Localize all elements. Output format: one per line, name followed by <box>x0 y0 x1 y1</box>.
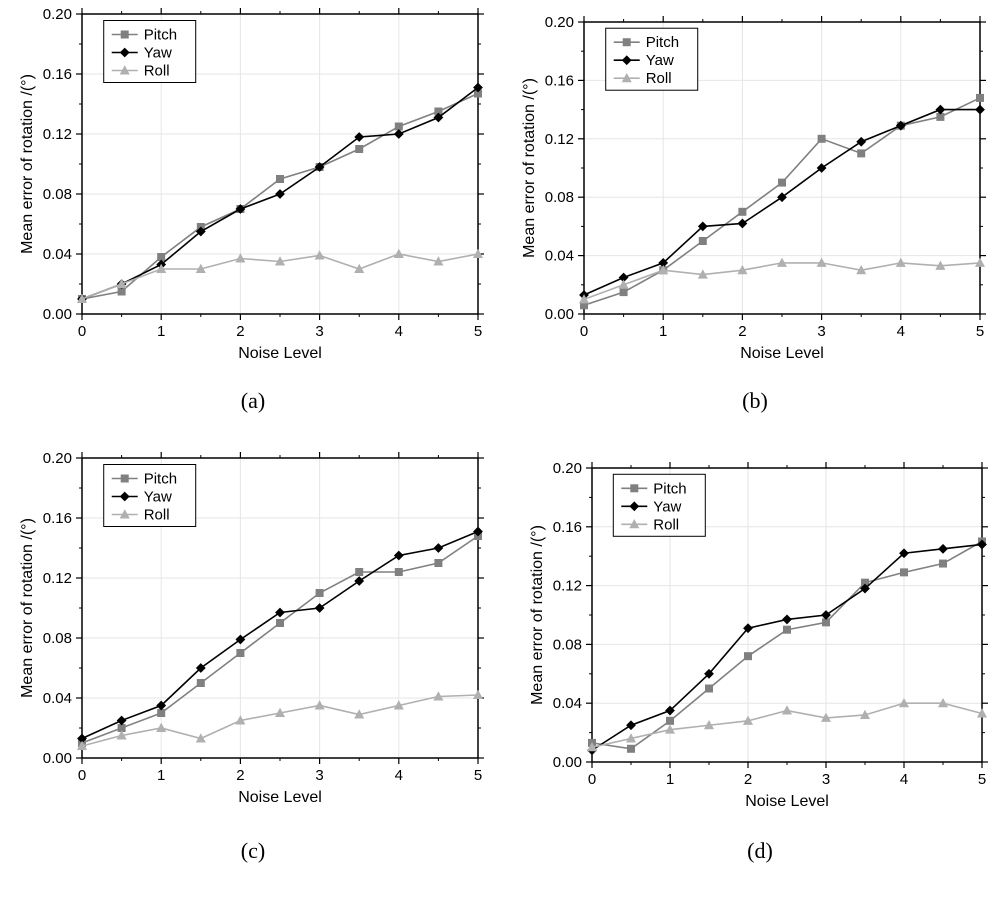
legend-label-pitch: Pitch <box>646 34 679 51</box>
ytick-label: 0.12 <box>545 131 574 148</box>
y-axis-label: Mean error of rotation /(°) <box>19 74 36 254</box>
series-pitch <box>589 538 986 752</box>
ytick-label: 0.20 <box>43 450 72 467</box>
chart-panel-1: 0 1 2 3 4 5 0.00 0.04 0.08 0.12 0.16 0.20 Noise Leve… <box>512 8 998 370</box>
xtick-label: 5 <box>978 771 986 788</box>
y-axis-label: Mean error of rotation /(°) <box>19 518 36 698</box>
ytick-label: 0.12 <box>43 570 72 587</box>
series-roll <box>588 699 986 751</box>
ytick-label: 0.20 <box>545 14 574 31</box>
xtick-label: 2 <box>236 767 244 784</box>
legend-label-pitch: Pitch <box>144 471 177 488</box>
legend-label-pitch: Pitch <box>144 27 177 44</box>
legend-label-roll: Roll <box>144 507 170 524</box>
legend-label-yaw: Yaw <box>646 52 674 69</box>
x-axis-label: Noise Level <box>740 345 824 362</box>
legend: PitchYawRoll <box>606 28 698 90</box>
ytick-label: 0.04 <box>43 690 72 707</box>
xtick-label: 4 <box>897 323 905 340</box>
xtick-label: 0 <box>588 771 596 788</box>
legend-label-yaw: Yaw <box>144 489 172 506</box>
xtick-label: 4 <box>395 767 403 784</box>
series-yaw <box>580 105 984 299</box>
ytick-label: 0.00 <box>43 750 72 767</box>
ytick-label: 0.08 <box>43 186 72 203</box>
ytick-label: 0.08 <box>43 630 72 647</box>
ytick-label: 0.00 <box>553 754 582 771</box>
panel-caption: (d) <box>520 838 1000 864</box>
panel-(a): 0 1 2 3 4 5 0.00 0.04 0.08 0.12 0.16 0.20 Noise Leve… <box>10 0 496 370</box>
ytick-label: 0.16 <box>553 519 582 536</box>
ytick-label: 0.04 <box>43 246 72 263</box>
xtick-label: 1 <box>666 771 674 788</box>
ytick-label: 0.12 <box>43 126 72 143</box>
xtick-label: 3 <box>315 323 323 340</box>
legend: PitchYawRoll <box>613 474 705 536</box>
chart-panel-0: 0 1 2 3 4 5 0.00 0.04 0.08 0.12 0.16 0.20 Noise Leve… <box>10 0 496 370</box>
xtick-label: 3 <box>817 323 825 340</box>
ytick-label: 0.00 <box>545 306 574 323</box>
series-yaw <box>588 540 986 754</box>
xtick-label: 0 <box>580 323 588 340</box>
legend-label-roll: Roll <box>144 63 170 80</box>
x-axis-label: Noise Level <box>745 793 829 810</box>
legend-label-roll: Roll <box>653 516 679 533</box>
xtick-label: 2 <box>738 323 746 340</box>
legend-label-roll: Roll <box>646 70 672 87</box>
xtick-label: 0 <box>78 767 86 784</box>
figure-grid: 0 1 2 3 4 5 0.00 0.04 0.08 0.12 0.16 0.20 Noise Leve… <box>0 0 1000 901</box>
ytick-label: 0.00 <box>43 306 72 323</box>
xtick-label: 3 <box>315 767 323 784</box>
panel-caption: (c) <box>10 838 496 864</box>
ytick-label: 0.08 <box>553 636 582 653</box>
xtick-label: 4 <box>900 771 908 788</box>
panel-caption: (b) <box>512 388 998 414</box>
xtick-label: 5 <box>474 767 482 784</box>
legend: PitchYawRoll <box>104 465 196 527</box>
panel-(b): 0 1 2 3 4 5 0.00 0.04 0.08 0.12 0.16 0.20 Noise Leve… <box>512 8 998 370</box>
ytick-label: 0.04 <box>545 248 574 265</box>
y-axis-label: Mean error of rotation /(°) <box>529 525 546 705</box>
xtick-label: 1 <box>659 323 667 340</box>
series-roll <box>78 691 482 750</box>
series-yaw <box>78 83 482 303</box>
ytick-label: 0.16 <box>43 510 72 527</box>
xtick-label: 1 <box>157 767 165 784</box>
legend: PitchYawRoll <box>104 21 196 83</box>
xtick-label: 1 <box>157 323 165 340</box>
legend-label-yaw: Yaw <box>144 45 172 62</box>
xtick-label: 2 <box>744 771 752 788</box>
ytick-label: 0.16 <box>545 72 574 89</box>
xtick-label: 4 <box>395 323 403 340</box>
ytick-label: 0.04 <box>553 695 582 712</box>
legend-label-pitch: Pitch <box>653 480 686 497</box>
panel-(c): 0 1 2 3 4 5 0.00 0.04 0.08 0.12 0.16 0.20 Noise Leve… <box>10 444 496 814</box>
series-roll <box>580 259 984 303</box>
x-axis-label: Noise Level <box>238 345 322 362</box>
ytick-label: 0.16 <box>43 66 72 83</box>
y-axis-label: Mean error of rotation /(°) <box>521 78 538 258</box>
chart-panel-3: 0 1 2 3 4 5 0.00 0.04 0.08 0.12 0.16 0.20 Noise Leve… <box>520 454 1000 818</box>
ytick-label: 0.20 <box>43 6 72 23</box>
panel-(d): 0 1 2 3 4 5 0.00 0.04 0.08 0.12 0.16 0.20 Noise Leve… <box>520 454 1000 818</box>
ytick-label: 0.20 <box>553 460 582 477</box>
ytick-label: 0.12 <box>553 578 582 595</box>
xtick-label: 5 <box>976 323 984 340</box>
xtick-label: 3 <box>822 771 830 788</box>
panel-caption: (a) <box>10 388 496 414</box>
legend-label-yaw: Yaw <box>653 498 681 515</box>
xtick-label: 0 <box>78 323 86 340</box>
chart-panel-2: 0 1 2 3 4 5 0.00 0.04 0.08 0.12 0.16 0.20 Noise Leve… <box>10 444 496 814</box>
xtick-label: 2 <box>236 323 244 340</box>
x-axis-label: Noise Level <box>238 789 322 806</box>
xtick-label: 5 <box>474 323 482 340</box>
ytick-label: 0.08 <box>545 189 574 206</box>
